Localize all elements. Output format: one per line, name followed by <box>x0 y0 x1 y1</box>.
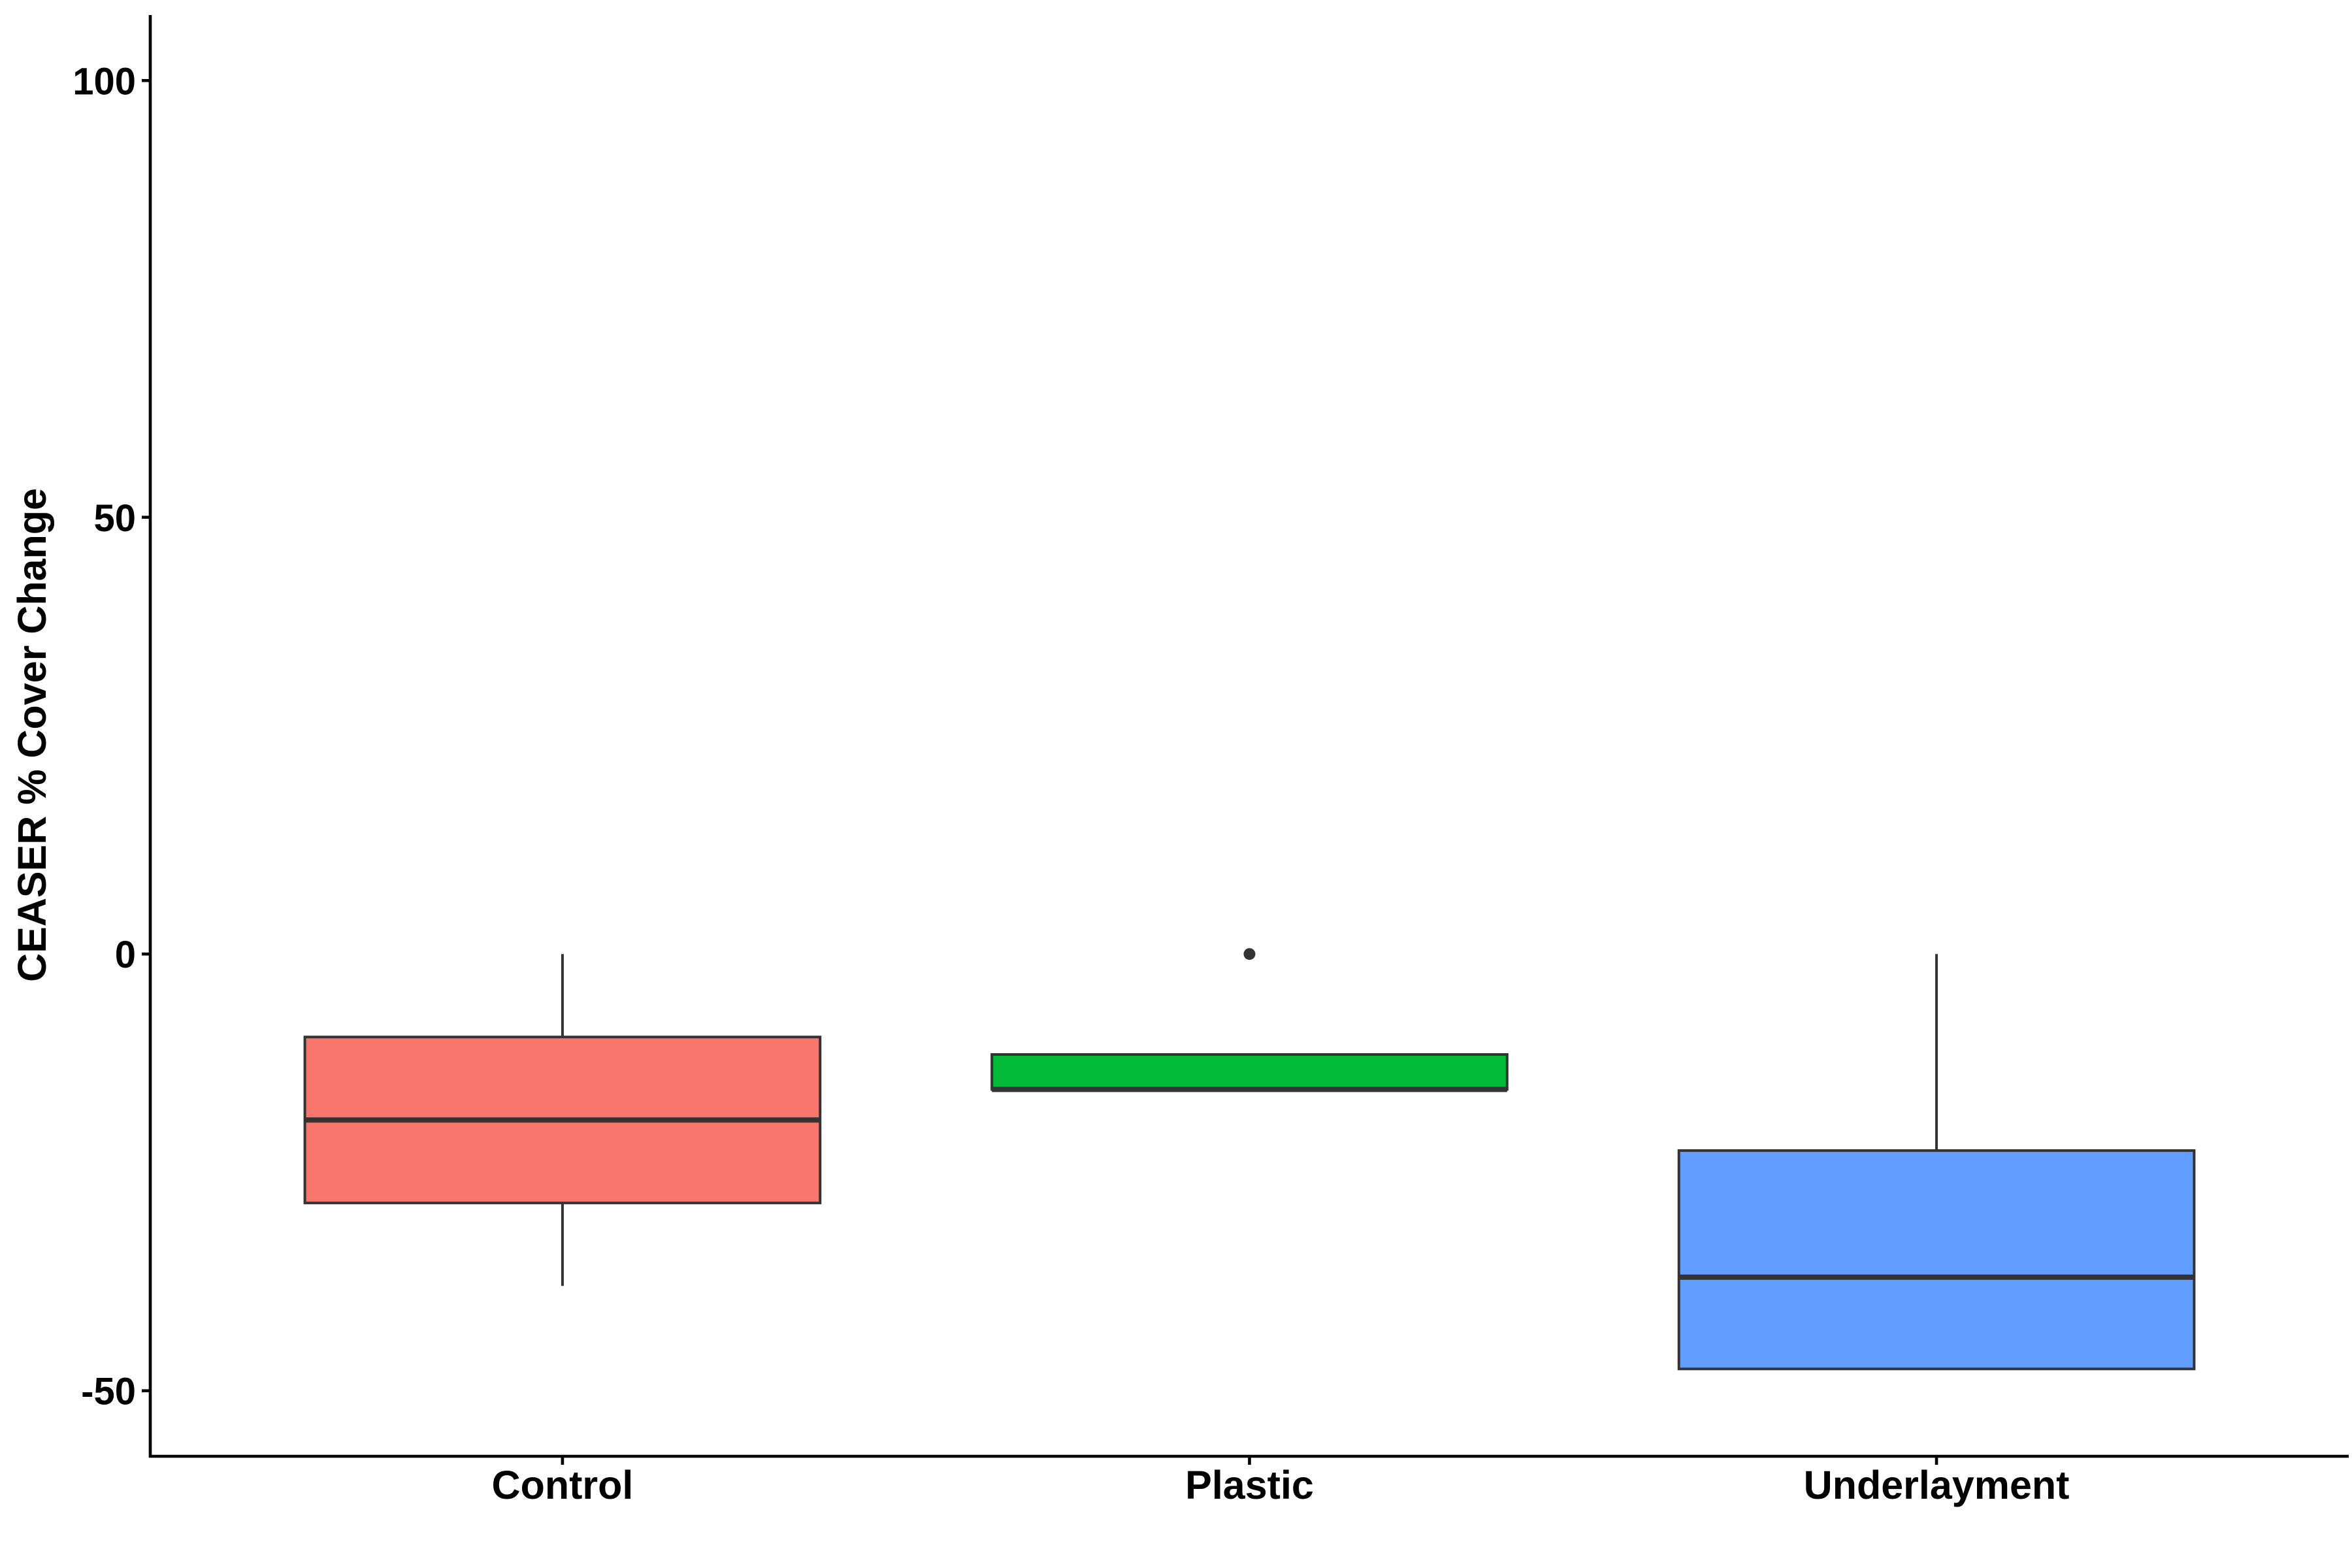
y-tick-label: 0 <box>115 934 136 976</box>
box-group-control <box>303 954 822 1286</box>
y-axis: -50 0 50 100 <box>73 60 150 1413</box>
x-tick-label: Control <box>492 1463 634 1507</box>
x-axis: Control Plastic Underlayment <box>492 1456 2070 1507</box>
box <box>990 1053 1509 1091</box>
box-group-underlayment <box>1677 954 2196 1371</box>
y-tick-label: -50 <box>81 1371 136 1413</box>
x-tick-label: Plastic <box>1185 1463 1314 1507</box>
plot-area <box>303 948 2196 1371</box>
box-group-plastic <box>990 948 1509 1092</box>
box <box>1677 1149 2196 1371</box>
outlier-point <box>1243 948 1256 960</box>
x-tick-label: Underlayment <box>1804 1463 2070 1507</box>
y-tick-label: 100 <box>73 60 136 103</box>
y-tick-label: 50 <box>93 497 136 540</box>
y-axis-title: CEASER % Cover Change <box>10 488 54 982</box>
